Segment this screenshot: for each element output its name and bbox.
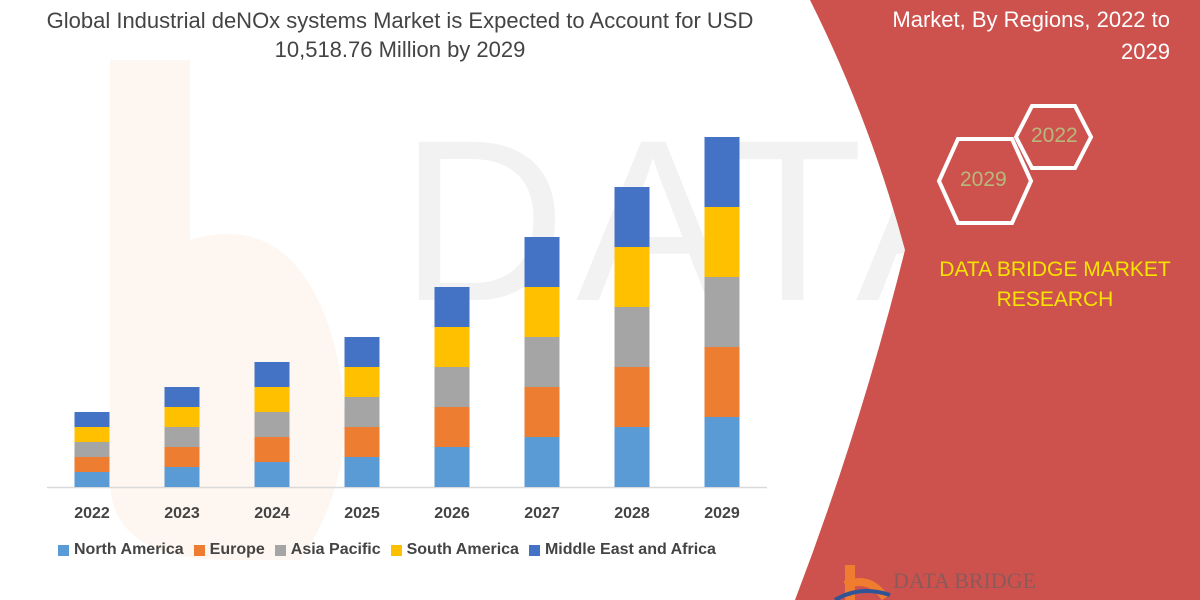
bar-segment-2024-1 (254, 437, 290, 462)
bar-segment-2022-3 (74, 427, 110, 442)
bar-segment-2027-4 (524, 237, 560, 287)
chart-legend: North America Europe Asia Pacific South Ame… (58, 541, 716, 559)
legend-label: Asia Pacific (290, 541, 381, 558)
x-tick-label: 2029 (704, 505, 740, 522)
legend-label: Middle East and Africa (544, 541, 716, 558)
bar-segment-2022-0 (74, 472, 110, 487)
bar-segment-2026-2 (434, 367, 470, 407)
legend-label: South America (406, 541, 519, 558)
legend-item: Middle East and Africa (528, 541, 716, 559)
x-tick-label: 2023 (164, 505, 200, 522)
hexagon-2022 (1013, 104, 1094, 170)
logo-text: DATA BRIDGE (893, 568, 1037, 593)
bar-segment-2022-2 (74, 442, 110, 457)
hex-label-2029: 2029 (960, 168, 1007, 191)
hexagon-2029 (936, 137, 1034, 225)
side-panel-shape (795, 0, 1200, 600)
bar-segment-2023-1 (164, 447, 200, 467)
bar-segment-2023-3 (164, 407, 200, 427)
logo-icon (833, 565, 891, 600)
legend-label: Europe (209, 541, 265, 558)
legend-swatch (528, 544, 540, 556)
bar-segment-2023-0 (164, 467, 200, 487)
bar-segment-2025-3 (344, 367, 380, 397)
bar-segment-2029-4 (704, 137, 740, 207)
bar-segment-2028-2 (614, 307, 650, 367)
bar-segment-2029-3 (704, 207, 740, 277)
bar-segment-2028-1 (614, 367, 650, 427)
x-tick-label: 2022 (74, 505, 110, 522)
bar-segment-2022-4 (74, 412, 110, 427)
bar-segment-2028-4 (614, 187, 650, 247)
legend-label: North America (74, 541, 184, 558)
bar-segment-2024-3 (254, 387, 290, 412)
bar-segment-2024-2 (254, 412, 290, 437)
bar-segment-2028-3 (614, 247, 650, 307)
bar-segment-2026-0 (434, 447, 470, 487)
legend-item: South America (390, 541, 519, 559)
hex-label-2022: 2022 (1031, 124, 1078, 147)
bar-segment-2025-1 (344, 427, 380, 457)
bar-segment-2029-2 (704, 277, 740, 347)
bar-segment-2029-1 (704, 347, 740, 417)
legend-swatch (193, 544, 205, 556)
bar-segment-2024-4 (254, 362, 290, 387)
bar-segment-2027-1 (524, 387, 560, 437)
x-tick-label: 2024 (254, 505, 290, 522)
x-tick-label: 2027 (524, 505, 560, 522)
legend-swatch (390, 544, 402, 556)
stacked-bar-chart: 2022 2023 2024 2025 2026 2027 2028 2029 (47, 137, 767, 522)
legend-swatch (274, 544, 286, 556)
bar-segment-2026-1 (434, 407, 470, 447)
bar-segment-2029-0 (704, 417, 740, 487)
bar-segment-2025-2 (344, 397, 380, 427)
legend-swatch (58, 544, 69, 556)
bar-segment-2023-4 (164, 387, 200, 407)
bar-segment-2027-2 (524, 337, 560, 387)
bar-segment-2026-4 (434, 287, 470, 327)
chart-title: Global Industrial deNOx systems Market i… (46, 8, 754, 62)
bar-segment-2024-0 (254, 462, 290, 487)
bar-segment-2027-0 (524, 437, 560, 487)
bar-segment-2025-0 (344, 457, 380, 487)
legend-item: North America (58, 541, 184, 559)
bar-segment-2026-3 (434, 327, 470, 367)
side-panel-title: Market, By Regions, 2022 to 2029 (892, 7, 1170, 64)
bar-segment-2025-4 (344, 337, 380, 367)
brand-name: DATA BRIDGE MARKET RESEARCH (939, 258, 1171, 311)
x-tick-label: 2026 (434, 505, 470, 522)
bar-segment-2022-1 (74, 457, 110, 472)
legend-item: Europe (193, 541, 265, 559)
bar-segment-2023-2 (164, 427, 200, 447)
x-tick-label: 2025 (344, 505, 380, 522)
x-tick-label: 2028 (614, 505, 650, 522)
legend-item: Asia Pacific (274, 541, 381, 559)
bar-segment-2027-3 (524, 287, 560, 337)
bar-segment-2028-0 (614, 427, 650, 487)
